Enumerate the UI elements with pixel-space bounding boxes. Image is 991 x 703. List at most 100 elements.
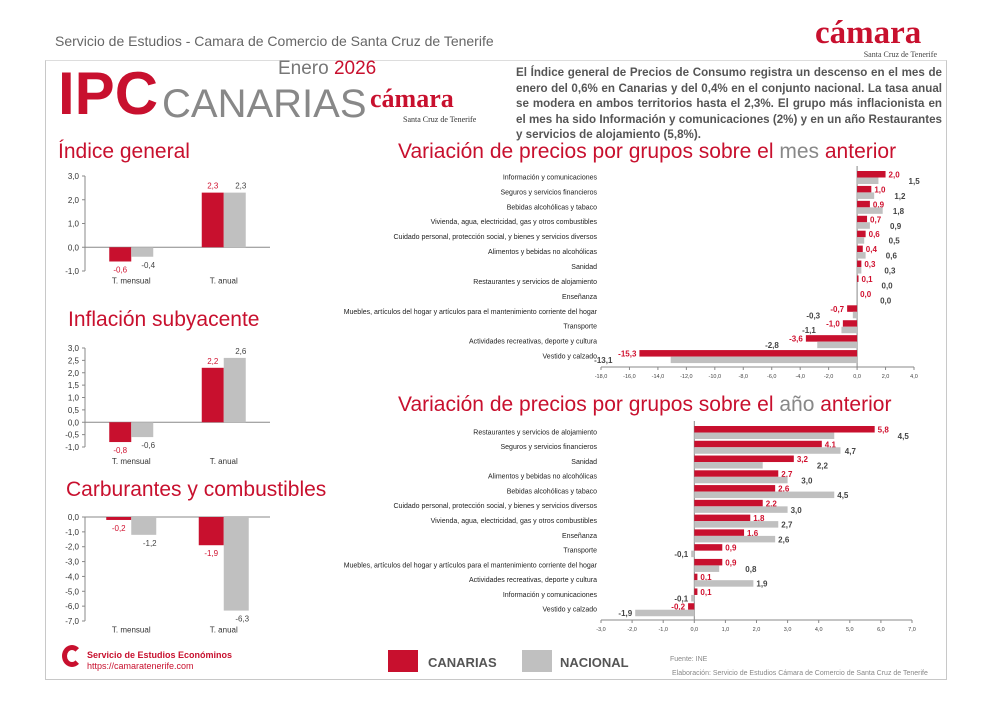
y-tick-label: 0,0 <box>68 418 80 427</box>
data-label: -1,0 <box>826 320 840 329</box>
category-label: Vivienda, agua, electricidad, gas y otro… <box>431 518 598 525</box>
chart-title-subyacente: Inflación subyacente <box>68 308 260 331</box>
x-tick-label: 0,0 <box>690 627 698 633</box>
bar-nacional <box>852 311 858 319</box>
category-label: T. mensual <box>112 277 151 286</box>
x-tick-label: 5,0 <box>846 627 854 633</box>
x-tick-label: -4,0 <box>795 374 804 380</box>
x-tick-label: 6,0 <box>877 627 885 633</box>
y-tick-label: -4,0 <box>65 572 79 581</box>
y-tick-label: 1,5 <box>68 381 80 390</box>
category-label: Muebles, artículos del hogar y artículos… <box>344 309 598 316</box>
data-label: -0,6 <box>113 266 127 275</box>
data-label: -0,2 <box>112 524 126 533</box>
bar-canarias <box>694 426 875 433</box>
x-tick-label: -10,0 <box>709 374 722 380</box>
y-tick-label: 2,5 <box>68 356 80 365</box>
bar-nacional <box>857 222 870 229</box>
category-label: Información y comunicaciones <box>503 174 598 181</box>
bar-nacional <box>223 192 246 248</box>
bar-canarias <box>857 260 862 268</box>
y-tick-label: 1,0 <box>68 394 80 403</box>
bar-nacional <box>857 252 866 259</box>
footer-url[interactable]: https://camaratenerife.com <box>87 661 194 671</box>
bar-canarias <box>694 573 698 581</box>
x-tick-label: 4,0 <box>910 374 918 380</box>
data-label: 0,1 <box>700 588 712 597</box>
legend-canarias: CANARIAS <box>428 655 497 670</box>
x-tick-label: -6,0 <box>767 374 776 380</box>
data-label: 0,5 <box>889 237 901 246</box>
bar-canarias <box>842 320 858 327</box>
banner-date: Enero 2026 <box>278 58 377 79</box>
chart-title-anual: Variación de precios por grupos sobre el… <box>398 393 892 416</box>
bar-canarias <box>694 440 822 448</box>
bar-nacional <box>691 594 695 602</box>
category-label: T. anual <box>210 626 238 635</box>
x-tick-label: -12,0 <box>680 374 693 380</box>
bar-nacional <box>670 356 858 364</box>
y-tick-label: -0,5 <box>65 431 79 440</box>
bar-nacional <box>694 476 788 484</box>
bar-canarias <box>694 499 763 507</box>
y-tick-label: -5,0 <box>65 587 79 596</box>
category-label: Vestido y calzado <box>543 354 598 361</box>
data-label: 3,0 <box>791 506 803 515</box>
data-label: -6,3 <box>235 615 249 624</box>
data-label: 0,0 <box>882 281 894 290</box>
data-label: -1,9 <box>618 609 632 618</box>
x-tick-label: -2,0 <box>627 627 636 633</box>
banner-ipc: IPC <box>58 60 159 127</box>
bar-canarias <box>805 335 858 342</box>
data-label: -0,1 <box>674 550 688 559</box>
category-label: Alimentos y bebidas no alcohólicas <box>488 249 597 256</box>
bar-canarias <box>694 455 794 463</box>
y-tick-label: 1,0 <box>68 220 80 229</box>
bar-canarias <box>694 514 751 522</box>
data-label: 2,6 <box>235 347 247 356</box>
x-tick-label: 1,0 <box>722 627 730 633</box>
data-label: 0,9 <box>725 544 737 553</box>
bar-nacional <box>841 326 858 334</box>
data-label: 4,5 <box>837 491 849 500</box>
category-label: Cuidado personal, protección social, y b… <box>394 503 598 510</box>
banner-logo-sub: Santa Cruz de Tenerife <box>403 115 477 124</box>
data-label: -0,3 <box>806 311 820 320</box>
x-tick-label: 7,0 <box>908 627 916 633</box>
legend-nacional: NACIONAL <box>560 655 629 670</box>
x-tick-label: 2,0 <box>882 374 890 380</box>
bar-canarias <box>109 247 132 262</box>
bar-nacional <box>635 609 695 617</box>
bar-nacional <box>694 521 779 528</box>
bar-canarias <box>694 470 779 477</box>
data-label: 0,9 <box>873 200 885 209</box>
bar-nacional <box>857 207 883 214</box>
data-label: -3,6 <box>789 335 803 344</box>
x-tick-label: 2,0 <box>753 627 761 633</box>
data-label: -15,3 <box>618 350 637 359</box>
data-label: 2,7 <box>781 470 793 479</box>
category-label: T. anual <box>210 457 238 466</box>
bar-canarias <box>106 517 132 520</box>
data-label: 0,0 <box>880 296 892 305</box>
bar-canarias <box>688 603 695 610</box>
data-label: 0,1 <box>862 275 874 284</box>
data-label: -1,9 <box>204 549 218 558</box>
bar-canarias <box>694 485 776 492</box>
bar-nacional <box>694 580 754 587</box>
data-label: -2,8 <box>765 341 779 350</box>
data-label: 0,9 <box>890 222 902 231</box>
category-label: Bebidas alcohólicas y tabaco <box>507 488 597 495</box>
data-label: -1,2 <box>143 539 157 548</box>
data-label: -1,1 <box>802 326 816 335</box>
data-label: -0,2 <box>671 603 685 612</box>
category-label: Transporte <box>563 548 597 555</box>
bar-canarias <box>201 367 224 423</box>
y-tick-label: -1,0 <box>65 528 79 537</box>
category-label: Restaurantes y servicios de alojamiento <box>473 429 597 436</box>
bar-canarias <box>109 422 132 443</box>
data-label: 0,6 <box>869 230 881 239</box>
data-label: 0,3 <box>884 267 896 276</box>
bar-canarias <box>694 529 745 536</box>
